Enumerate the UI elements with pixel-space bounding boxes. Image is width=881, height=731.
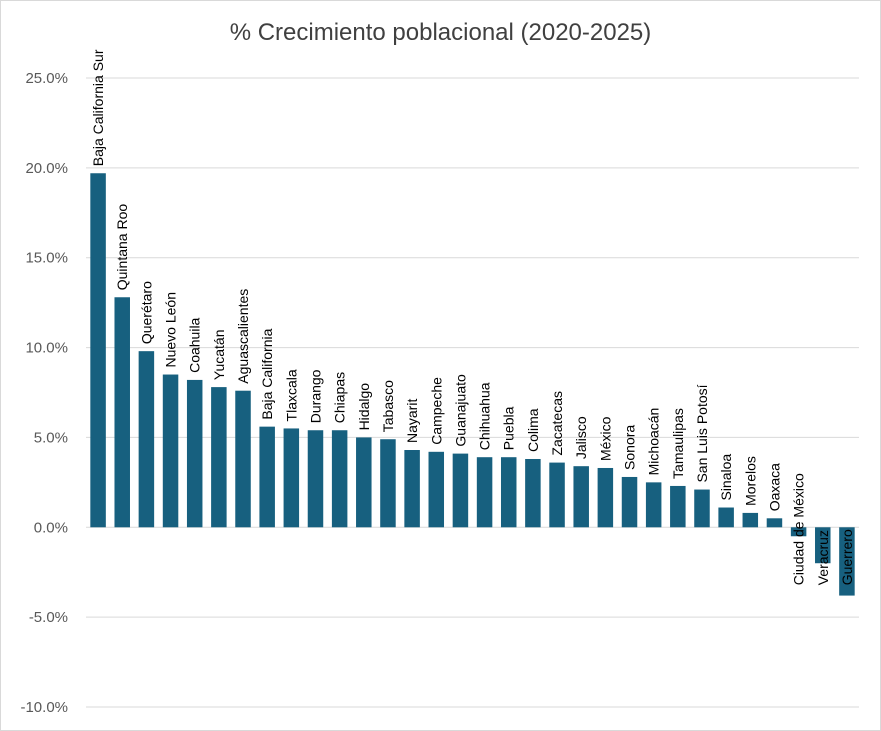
bars [90,173,855,596]
bar [90,173,106,528]
bar [718,507,734,528]
bar [356,437,372,528]
category-label: Sonora [622,425,638,470]
bar [621,476,638,528]
bar [283,428,300,528]
y-axis-tick-labels: 25.0% 20.0% 15.0% 10.0% 5.0% 0.0% -5.0% -10.0% [20,70,68,716]
bar [380,439,396,528]
bar [138,351,155,528]
bar [331,430,348,528]
bar [742,512,759,528]
category-label: Guanajuato [452,374,468,447]
category-label: Yucatán [211,329,227,380]
category-label: Hidalgo [356,383,372,431]
category-label: Jalisco [573,416,589,459]
bar [211,387,227,528]
bar [186,379,203,528]
bar [428,451,445,528]
category-label: Colima [525,408,541,452]
bar [404,450,420,528]
y-tick-label: 15.0% [25,250,68,267]
bar [307,430,324,528]
category-label: Sinaloa [718,454,734,501]
y-tick-label: 0.0% [34,519,68,536]
bar [452,453,469,528]
chart-title: % Crecimiento poblacional (2020-2025) [229,19,652,46]
category-label: Baja California [259,328,275,419]
category-label: Michoacán [646,408,662,476]
category-label: México [597,416,613,461]
bar [815,527,831,564]
category-label: Tabasco [380,380,396,432]
bar [573,466,589,528]
y-tick-label: 25.0% [25,70,68,87]
bar [645,482,662,528]
category-label: Chihuahua [477,382,493,450]
category-label: Ciudad de México [791,473,807,585]
bar [500,457,517,528]
category-label: Oaxaca [766,463,782,511]
category-label: Coahuila [187,317,203,372]
category-label: Chiapas [332,372,348,423]
category-label: Aguascalientes [235,289,251,384]
category-label: Quintana Roo [114,204,130,291]
bar [549,462,565,528]
y-tick-label: 10.0% [25,340,68,357]
bar [162,374,179,528]
category-label: Morelos [742,456,758,506]
bar [476,457,493,528]
category-label: Tamaulipas [670,408,686,479]
category-label: Baja California Sur [90,49,106,166]
gridlines [86,77,859,708]
category-label: Nuevo León [163,292,179,368]
category-label: Guerrero [839,529,855,585]
y-tick-label: -5.0% [29,609,68,626]
bar [525,458,541,528]
category-labels: Baja California Sur Quintana Roo Querétaro… [90,49,855,585]
category-label: Querétaro [138,281,154,344]
bar [597,467,614,528]
bar [839,527,855,596]
category-label: Zacatecas [549,391,565,456]
y-tick-label: 20.0% [25,160,68,177]
bar [766,518,783,528]
category-label: Campeche [428,377,444,445]
y-tick-label: -10.0% [20,699,68,716]
bar [694,489,710,528]
category-label: Durango [307,369,323,423]
bar [790,527,807,537]
category-label: Nayarit [404,399,420,443]
category-label: Puebla [501,406,517,450]
bar [259,426,275,528]
y-tick-label: 5.0% [34,429,68,446]
bar [670,485,686,528]
bar [235,390,251,528]
category-label: Veracruz [815,530,831,585]
bar [114,297,130,528]
category-label: San Luis Potosí [694,384,710,482]
category-label: Tlaxcala [283,369,299,421]
